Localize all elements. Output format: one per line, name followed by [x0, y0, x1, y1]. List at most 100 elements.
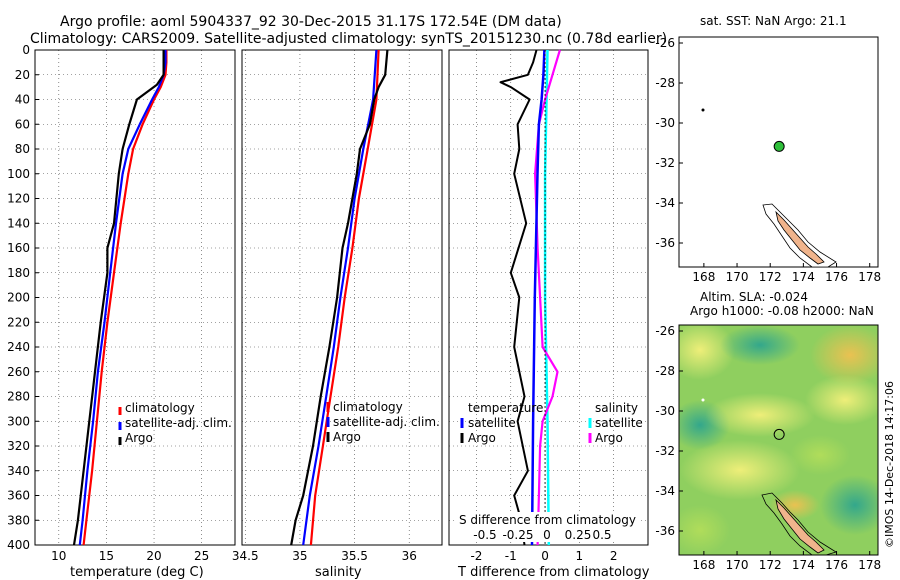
- legend-clim-label: climatology: [125, 401, 195, 415]
- lon-tick-label: 172: [759, 558, 782, 572]
- s-diff-tick-label: 0.5: [592, 528, 611, 542]
- temperature-panel: 0 20 40 60 80 100 120 140 160 180 200 220 240 260 280 3…: [7, 43, 236, 580]
- depth-tick-label: 300: [7, 414, 30, 428]
- sst-map-frame: [678, 36, 879, 268]
- depth-tick-label: 200: [7, 291, 30, 305]
- difference-legend-temperature: temperature satellite Argo: [460, 401, 543, 445]
- depth-tick-label: 360: [7, 489, 30, 503]
- series-line-argo: [290, 49, 389, 546]
- sla-kermadec-island: [701, 398, 705, 402]
- salinity-panel: 34.5 35 35.5 36 salinity climatology satell…: [232, 49, 443, 580]
- figure-title-line1: Argo profile: aoml 5904337_92 30-Dec-201…: [60, 14, 562, 30]
- lon-tick-label: 168: [692, 270, 715, 284]
- sst-map-coastline: [762, 203, 837, 268]
- depth-tick-label: 320: [7, 439, 30, 453]
- imos-credit: ©IMOS 14-Dec-2018 14:17:06: [883, 381, 896, 548]
- x-tick-label: 20: [146, 549, 161, 563]
- sla-heatmap-field: [679, 325, 878, 555]
- temperature-axis-labels: 10 15 20 25: [51, 549, 209, 563]
- series-line-salinity-argo: [533, 49, 561, 546]
- depth-tick-label: 160: [7, 241, 30, 255]
- legend-s-sat-label: satellite: [595, 416, 643, 430]
- x-tick-label: 0: [541, 549, 549, 563]
- salinity-gridlines: [242, 49, 442, 546]
- legend-sat-label: satellite-adj. clim.: [125, 416, 232, 430]
- depth-tick-label: 20: [15, 68, 30, 82]
- s-diff-tick-label: -0.5: [473, 528, 496, 542]
- sla-shelf-outline: [761, 492, 837, 555]
- depth-tick-label: 340: [7, 464, 30, 478]
- temperature-xlabel: temperature (deg C): [70, 565, 204, 580]
- lon-tick-label: 174: [792, 558, 815, 572]
- lat-tick-label: -28: [655, 364, 675, 378]
- s-diff-tick-label: -0.25: [502, 528, 533, 542]
- lat-tick-label: -26: [655, 36, 675, 50]
- series-line-temperature-satellite: [530, 49, 546, 546]
- series-line-climatology: [309, 49, 380, 546]
- lat-tick-label: -30: [655, 116, 675, 130]
- sla-land-north-island: [775, 498, 825, 554]
- lat-tick-label: -32: [655, 444, 675, 458]
- x-tick-label: 34.5: [232, 549, 259, 563]
- argo-float-marker: [773, 428, 785, 440]
- lon-tick-label: 176: [825, 270, 848, 284]
- sla-high-e: [805, 375, 878, 425]
- legend-t-argo-label: Argo: [468, 431, 496, 445]
- sst-kermadec-island: [701, 108, 705, 112]
- temperature-gridlines: [35, 49, 235, 546]
- series-line-temperature-argo: [499, 49, 538, 546]
- depth-tick-label: 120: [7, 192, 30, 206]
- series-line-climatology: [82, 50, 168, 546]
- series-line-argo: [72, 50, 165, 546]
- sla-map-title-line2: Argo h1000: -0.08 h2000: NaN: [690, 304, 874, 318]
- sla-map-markers: [773, 428, 785, 440]
- sla-mid-e: [790, 435, 850, 475]
- difference-panel: -2 -1 0 1 2 S difference from climatology -0…: [448, 49, 650, 580]
- depth-tick-label: 60: [15, 117, 30, 131]
- depth-tick-label: 380: [7, 513, 30, 527]
- depth-tick-label: 0: [22, 43, 30, 57]
- lat-tick-label: -28: [655, 76, 675, 90]
- depth-tick-label: 400: [7, 538, 30, 552]
- depth-tick-label: 240: [7, 340, 30, 354]
- lon-tick-label: 168: [692, 558, 715, 572]
- argo-float-marker: [773, 140, 785, 152]
- difference-profiles: [499, 49, 561, 546]
- sla-map-title-line1: Altim. SLA: -0.024: [700, 290, 808, 304]
- depth-tick-label: 140: [7, 216, 30, 230]
- lon-tick-label: 170: [726, 270, 749, 284]
- legend-clim-label: climatology: [333, 400, 403, 414]
- x-tick-label: 36: [402, 549, 417, 563]
- lon-tick-label: 178: [858, 558, 881, 572]
- sla-high-c: [705, 393, 815, 437]
- series-line-satellite-adj-clim-: [78, 50, 167, 546]
- legend-argo-label: Argo: [333, 430, 361, 444]
- depth-axis-labels: 0 20 40 60 80 100 120 140 160 180 200 220 240 260 280 3…: [7, 43, 39, 552]
- s-axis-label-backdrop: [456, 512, 638, 542]
- salinity-xlabel: salinity: [315, 565, 362, 580]
- sla-high-sw: [680, 440, 800, 500]
- lat-tick-label: -36: [655, 524, 675, 538]
- lat-tick-label: -34: [655, 196, 675, 210]
- depth-tick-label: 80: [15, 142, 30, 156]
- depth-tick-label: 180: [7, 266, 30, 280]
- lat-tick-label: -34: [655, 484, 675, 498]
- x-tick-label: 1: [576, 549, 584, 563]
- lon-tick-label: 170: [726, 558, 749, 572]
- sst-land-north-island: [775, 210, 825, 265]
- lon-tick-label: 172: [759, 270, 782, 284]
- salinity-profiles: [290, 49, 389, 546]
- difference-legend-salinity: salinity satellite Argo: [588, 401, 643, 445]
- salinity-axes-box: [241, 49, 443, 546]
- x-tick-label: -1: [505, 549, 517, 563]
- x-tick-label: 10: [51, 549, 66, 563]
- depth-tick-label: 40: [15, 93, 30, 107]
- salinity-legend: climatology satellite-adj. clim. Argo: [326, 400, 440, 444]
- x-tick-label: 15: [99, 549, 114, 563]
- legend-sat-label: satellite-adj. clim.: [333, 415, 440, 429]
- temperature-legend: climatology satellite-adj. clim. Argo: [118, 401, 232, 445]
- x-tick-label: 35: [292, 549, 307, 563]
- legend-salinity-heading: salinity: [595, 401, 638, 415]
- x-tick-label: -2: [470, 549, 482, 563]
